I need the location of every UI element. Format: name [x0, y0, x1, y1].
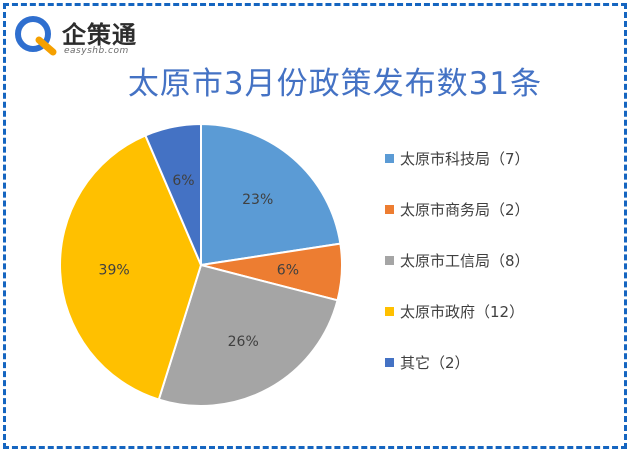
legend-label-0: 太原市科技局（7） — [400, 150, 530, 168]
brand-name: 企策通 — [62, 21, 137, 49]
legend-item-1: 太原市商务局（2） — [385, 199, 615, 250]
legend-label-3: 太原市政府（12） — [400, 303, 525, 321]
pie-slice-0 — [200, 122, 342, 267]
chart-title: 太原市3月份政策发布数31条 — [127, 66, 543, 102]
slice-data-label-3: 39% — [99, 262, 130, 278]
slice-data-label-2: 26% — [228, 334, 259, 350]
chart-legend: 太原市科技局（7） 太原市商务局（2） 太原市工信局（8） 太原市政府（12） 其它（2… — [385, 148, 615, 403]
legend-swatch-4 — [385, 358, 394, 367]
legend-swatch-2 — [385, 256, 394, 265]
legend-label-1: 太原市商务局（2） — [400, 201, 530, 219]
legend-label-2: 太原市工信局（8） — [400, 252, 530, 270]
slice-data-label-4: 6% — [172, 173, 194, 189]
legend-item-2: 太原市工信局（8） — [385, 250, 615, 301]
legend-label-4: 其它（2） — [400, 354, 470, 372]
legend-swatch-1 — [385, 205, 394, 214]
legend-item-3: 太原市政府（12） — [385, 301, 615, 352]
pie-slice-4 — [144, 122, 202, 266]
pie-slice-3 — [59, 134, 203, 401]
logo-q-icon — [15, 16, 57, 56]
legend-item-0: 太原市科技局（7） — [385, 148, 615, 199]
legend-swatch-3 — [385, 307, 394, 316]
brand-domain: easyshb.com — [64, 46, 129, 56]
legend-item-4: 其它（2） — [385, 352, 615, 403]
pie-slice-2 — [157, 263, 339, 407]
slice-data-label-1: 6% — [277, 262, 299, 278]
slice-data-label-0: 23% — [242, 192, 273, 208]
brand-logo: 企策通 easyshb.com — [12, 12, 162, 62]
legend-swatch-0 — [385, 154, 394, 163]
